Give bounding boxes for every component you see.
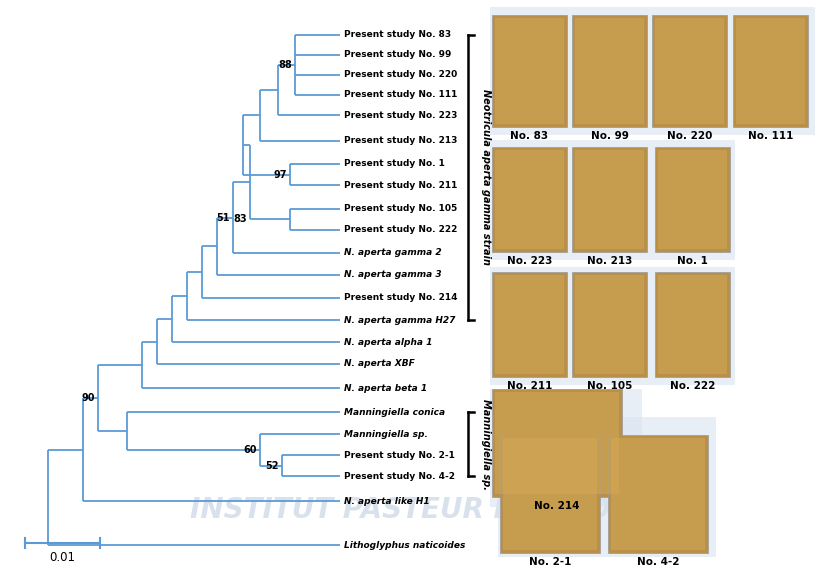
Text: N. aperta XBF: N. aperta XBF (344, 359, 414, 369)
Bar (495, 150, 563, 249)
Text: N. aperta gamma H27: N. aperta gamma H27 (344, 316, 455, 325)
Bar (654, 18, 723, 124)
Text: Present study No. 223: Present study No. 223 (344, 110, 457, 120)
Text: No. 214: No. 214 (534, 501, 579, 511)
Text: N. aperta gamma 2: N. aperta gamma 2 (344, 248, 441, 258)
Text: No. 213: No. 213 (586, 256, 631, 266)
Bar (572, 15, 646, 127)
Bar (502, 438, 596, 550)
Text: No. 2-1: No. 2-1 (528, 557, 571, 567)
Bar (490, 267, 734, 385)
Bar (574, 18, 643, 124)
Bar (574, 150, 643, 249)
Text: Neotricula aperta gamma strain: Neotricula aperta gamma strain (481, 89, 491, 266)
Text: 90: 90 (81, 393, 95, 403)
Text: No. 83: No. 83 (509, 131, 548, 141)
Text: 60: 60 (243, 445, 256, 455)
Text: N. aperta alpha 1: N. aperta alpha 1 (344, 338, 432, 347)
Text: 51: 51 (216, 213, 229, 223)
Bar (495, 275, 563, 374)
Text: Present study No. 99: Present study No. 99 (344, 50, 450, 59)
Bar (490, 140, 734, 260)
Bar (654, 147, 729, 252)
Text: No. 4-2: No. 4-2 (636, 557, 678, 567)
Bar (572, 147, 646, 252)
Text: Present study No. 105: Present study No. 105 (344, 204, 457, 213)
Text: No. 223: No. 223 (506, 256, 551, 266)
Text: Present study No. 214: Present study No. 214 (344, 293, 457, 302)
Text: Present study No. 111: Present study No. 111 (344, 90, 457, 99)
Bar (735, 18, 804, 124)
Text: Present study No. 2-1: Present study No. 2-1 (344, 451, 455, 460)
Bar (657, 275, 726, 374)
Bar (574, 275, 643, 374)
Text: 83: 83 (233, 214, 247, 224)
Text: No. 222: No. 222 (669, 381, 714, 391)
Text: N. aperta gamma 3: N. aperta gamma 3 (344, 270, 441, 279)
Bar (607, 435, 707, 553)
Text: N. aperta like H1: N. aperta like H1 (344, 497, 429, 506)
Text: No. 211: No. 211 (506, 381, 551, 391)
Bar (491, 389, 622, 497)
Bar (495, 18, 563, 124)
Bar (500, 435, 600, 553)
Text: No. 111: No. 111 (747, 131, 792, 141)
Bar (651, 15, 726, 127)
Text: Present study No. 1: Present study No. 1 (344, 159, 445, 168)
Text: 97: 97 (274, 170, 287, 179)
Bar (572, 272, 646, 377)
Text: Present study No. 213: Present study No. 213 (344, 136, 457, 145)
Bar (657, 150, 726, 249)
Text: Manningiella conica: Manningiella conica (344, 408, 445, 417)
Bar (491, 15, 566, 127)
Bar (490, 7, 814, 135)
Text: Present study No. 83: Present study No. 83 (344, 30, 450, 39)
Text: No. 1: No. 1 (676, 256, 707, 266)
Text: Present study No. 211: Present study No. 211 (344, 181, 457, 190)
Text: 52: 52 (265, 461, 278, 471)
Text: Present study No. 4-2: Present study No. 4-2 (344, 472, 455, 481)
Bar (610, 438, 704, 550)
Bar (491, 272, 566, 377)
Text: 0.01: 0.01 (49, 551, 75, 564)
Text: No. 105: No. 105 (586, 381, 631, 391)
Text: No. 220: No. 220 (666, 131, 712, 141)
Bar (491, 147, 566, 252)
Bar (497, 417, 715, 557)
Text: No. 99: No. 99 (590, 131, 627, 141)
Text: INSTITUT PASTEUR DU LAOS: INSTITUT PASTEUR DU LAOS (189, 496, 630, 524)
Bar (490, 389, 641, 507)
Bar (732, 15, 807, 127)
Text: Present study No. 220: Present study No. 220 (344, 70, 457, 79)
Text: N. aperta beta 1: N. aperta beta 1 (344, 384, 427, 393)
Bar (495, 392, 618, 494)
Text: 88: 88 (278, 60, 292, 70)
Text: Lithoglyphus naticoides: Lithoglyphus naticoides (344, 540, 465, 550)
Bar (654, 272, 729, 377)
Text: Manningiella sp.: Manningiella sp. (481, 398, 491, 490)
Text: Manningiella sp.: Manningiella sp. (344, 430, 428, 439)
Text: Present study No. 222: Present study No. 222 (344, 225, 457, 235)
